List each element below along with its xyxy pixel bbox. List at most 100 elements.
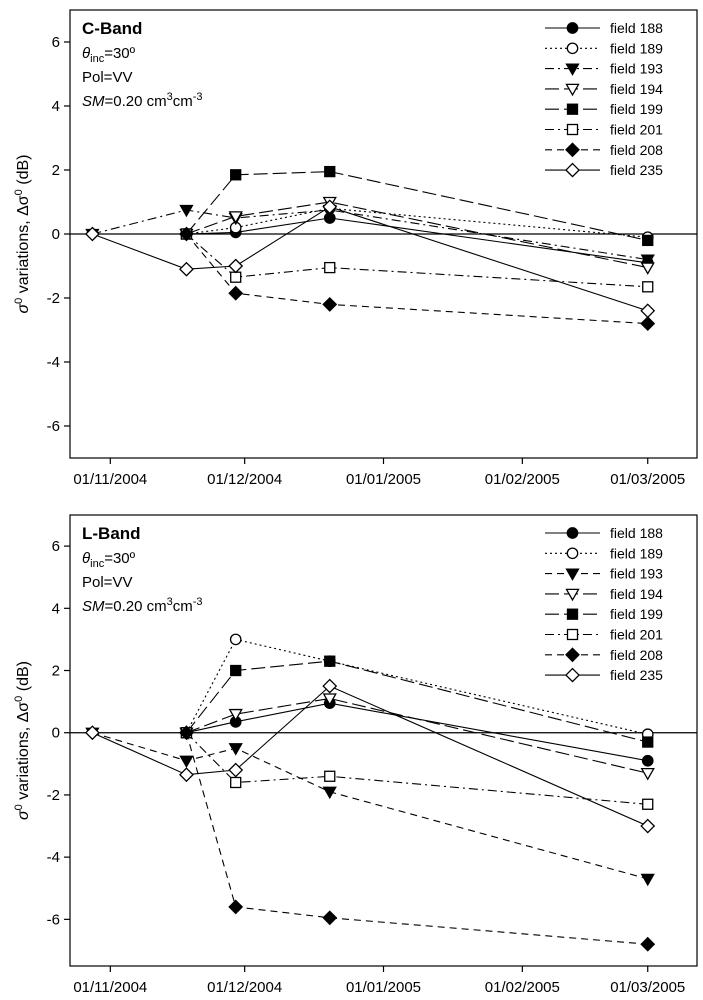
- x-tick-label: 01/01/2005: [346, 471, 421, 488]
- legend-marker: [566, 628, 579, 641]
- series-field-201: [180, 228, 654, 293]
- data-point: [322, 786, 337, 800]
- y-axis-label-sup: 0: [13, 298, 25, 304]
- legend-entry: field 208: [610, 142, 663, 158]
- legend-marker: [565, 667, 580, 683]
- y-tick-label: 0: [52, 226, 60, 243]
- y-tick-label: 0: [52, 725, 60, 742]
- incidence-angle-annotation: θinc=30º: [82, 45, 136, 65]
- legend-entry: field 194: [610, 586, 663, 602]
- y-axis-label: σ0 variations, Δσ0 (dB): [13, 155, 32, 314]
- data-point: [84, 226, 100, 242]
- series-field-199: [180, 655, 654, 748]
- legend-entry: field 193: [610, 566, 663, 582]
- panel-label: L-Band: [82, 524, 141, 543]
- legend-marker: [566, 608, 579, 620]
- x-tick-label: 01/01/2005: [346, 979, 421, 996]
- data-point: [322, 678, 338, 694]
- data-point: [228, 708, 243, 722]
- y-tick-label: 6: [52, 34, 60, 51]
- series-line: [185, 171, 648, 241]
- legend-entry: field 189: [610, 545, 663, 561]
- legend-entry: field 201: [610, 122, 663, 138]
- series-field-208: [179, 226, 656, 332]
- polarization-annotation: Pol=VV: [82, 574, 132, 591]
- legend-marker: [566, 527, 579, 539]
- data-point: [228, 258, 244, 274]
- y-tick-label: 4: [52, 600, 60, 617]
- y-axis-label-sup: 0: [13, 804, 25, 810]
- data-point: [640, 768, 655, 781]
- legend-entry: field 193: [610, 61, 663, 77]
- legend-marker: [566, 42, 579, 55]
- y-axis-label-unit: (dB): [15, 155, 32, 190]
- series-field-193: [85, 204, 655, 267]
- series-field-194: [179, 693, 655, 781]
- series-line: [186, 702, 648, 762]
- series-line: [92, 732, 648, 880]
- series-line: [92, 685, 648, 827]
- legend-marker: [565, 568, 580, 581]
- data-point: [640, 254, 655, 267]
- data-point: [640, 873, 655, 887]
- y-axis-label-sigma: σ: [15, 809, 32, 820]
- chart-panel-1: -6 -4 -2 0 2 4 6 01/11/2004 01/12/2004 01/01/2005…: [13, 9, 698, 488]
- data-point: [179, 204, 194, 218]
- data-point: [322, 910, 338, 926]
- x-tick-label: 01/12/2004: [207, 471, 282, 488]
- data-point: [324, 261, 336, 274]
- data-point: [84, 725, 100, 741]
- legend-marker: [565, 647, 580, 663]
- y-axis-label-text: variations, Δσ: [15, 195, 32, 298]
- data-point: [228, 743, 243, 756]
- series-line: [186, 697, 648, 774]
- legend-marker: [565, 83, 580, 97]
- y-tick-label: -4: [47, 354, 60, 371]
- y-axis-label-sup: 0: [13, 189, 25, 195]
- y-axis-label-sup: 0: [13, 696, 25, 702]
- data-point: [324, 770, 336, 782]
- data-point: [640, 936, 656, 952]
- x-tick-label: 01/02/2005: [485, 471, 560, 488]
- panel-label: C-Band: [82, 19, 142, 38]
- data-point: [179, 725, 194, 741]
- data-point: [228, 762, 244, 778]
- x-tick-label: 01/12/2004: [207, 979, 282, 996]
- series-line: [186, 732, 648, 805]
- series-line: [186, 207, 648, 238]
- data-point: [324, 655, 336, 667]
- data-point: [640, 303, 656, 319]
- y-tick-label: -4: [47, 849, 60, 866]
- series-field-189: [180, 633, 654, 741]
- data-point: [640, 262, 655, 275]
- data-point: [230, 271, 242, 283]
- legend-entry: field 199: [610, 606, 663, 622]
- soil-moisture-annotation: SM=0.20 cm3cm-3: [82, 596, 203, 615]
- series-field-235: [84, 199, 656, 319]
- legend-marker: [566, 103, 579, 115]
- legend-marker: [565, 142, 580, 158]
- chart-panel-2: -6 -4 -2 0 2 4 6 01/11/2004 01/12/2004 01/01/2005…: [13, 514, 698, 996]
- x-tick-label: 01/02/2005: [485, 979, 560, 996]
- data-point: [322, 693, 337, 706]
- data-point: [230, 169, 242, 181]
- series-field-193: [85, 727, 655, 887]
- y-axis-label-unit: (dB): [15, 661, 32, 696]
- legend-entry: field 188: [610, 20, 663, 36]
- plot-frame: [69, 514, 698, 967]
- data-point: [322, 199, 338, 215]
- data-point: [324, 165, 336, 178]
- series-field-208: [179, 725, 656, 952]
- legend-entry: field 235: [610, 667, 663, 683]
- y-tick-label: 6: [52, 538, 60, 555]
- legend-entry: field 208: [610, 647, 663, 663]
- y-tick-label: -2: [47, 787, 60, 804]
- legend-marker: [566, 22, 579, 34]
- data-point: [642, 736, 654, 748]
- data-point: [642, 234, 654, 247]
- series-line: [185, 660, 648, 743]
- y-axis-label: σ0 variations, Δσ0 (dB): [13, 661, 32, 820]
- legend-entry: field 199: [610, 101, 663, 117]
- data-point: [228, 899, 244, 915]
